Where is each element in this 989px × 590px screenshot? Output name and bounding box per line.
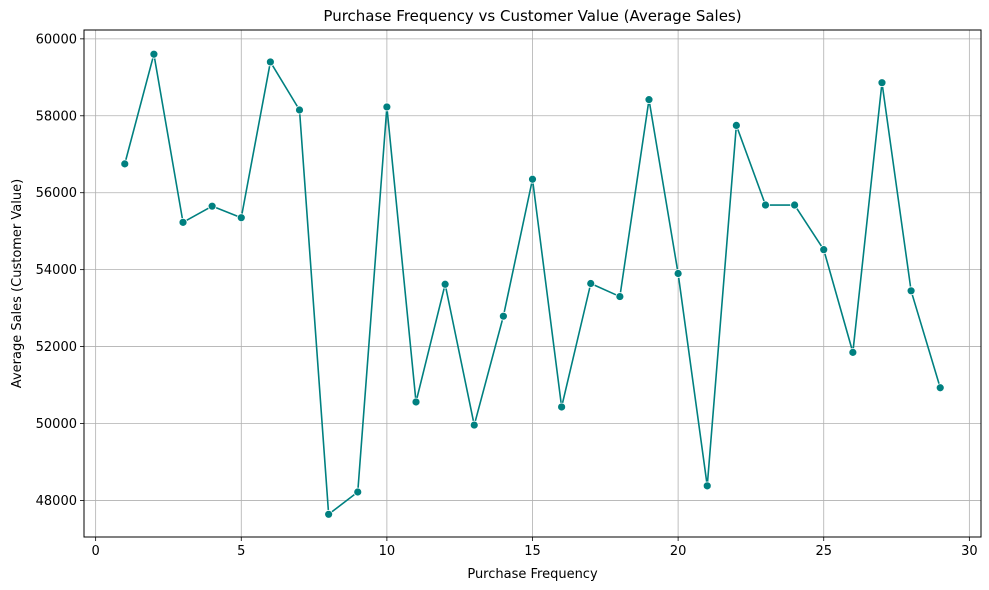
data-point [790, 200, 800, 210]
data-point [761, 200, 770, 210]
data-point [935, 383, 945, 393]
data-point [702, 481, 712, 491]
y-tick-label: 52000 [36, 340, 77, 355]
x-tick-label: 30 [961, 544, 978, 559]
y-tick-label: 56000 [36, 186, 77, 201]
x-tick-label: 20 [670, 544, 687, 559]
y-tick-label: 60000 [36, 32, 77, 47]
y-tick-label: 50000 [36, 417, 77, 432]
x-tick-label: 15 [524, 544, 541, 559]
data-point [382, 102, 392, 112]
data-point [528, 174, 537, 184]
data-point [411, 397, 421, 407]
y-tick-label: 58000 [36, 109, 77, 124]
y-tick-label: 54000 [36, 263, 77, 278]
data-point [848, 347, 858, 357]
data-point [236, 213, 246, 223]
data-point [877, 78, 887, 88]
x-tick-label: 10 [379, 544, 396, 559]
ticks: 0 5 10 15 20 25 30 48000 50000 52000 54000 56000 580… [36, 32, 978, 559]
data-point [207, 201, 217, 211]
data-point [673, 269, 683, 278]
data-point [557, 402, 567, 412]
data-point [265, 57, 275, 67]
x-tick-label: 5 [237, 544, 245, 559]
data-point [324, 509, 334, 519]
data-point [295, 105, 304, 115]
data-point [469, 420, 479, 430]
y-tick-label: 48000 [36, 494, 77, 509]
data-point [498, 311, 508, 321]
data-point [440, 279, 450, 289]
data-point [120, 159, 130, 169]
data-point [149, 49, 159, 59]
chart-title: Purchase Frequency vs Customer Value (Av… [323, 7, 741, 25]
data-point [586, 279, 596, 288]
data-point [906, 286, 916, 296]
series-layer [120, 49, 945, 519]
data-point [178, 217, 188, 227]
data-point [644, 95, 654, 105]
data-point [353, 487, 363, 497]
data-point [615, 292, 625, 301]
x-axis-label: Purchase Frequency [467, 567, 598, 582]
y-axis-label: Average Sales (Customer Value) [10, 179, 25, 388]
grid [84, 30, 981, 537]
x-tick-label: 25 [815, 544, 832, 559]
data-point [731, 121, 741, 130]
data-point [819, 245, 829, 255]
x-tick-label: 0 [92, 544, 100, 559]
